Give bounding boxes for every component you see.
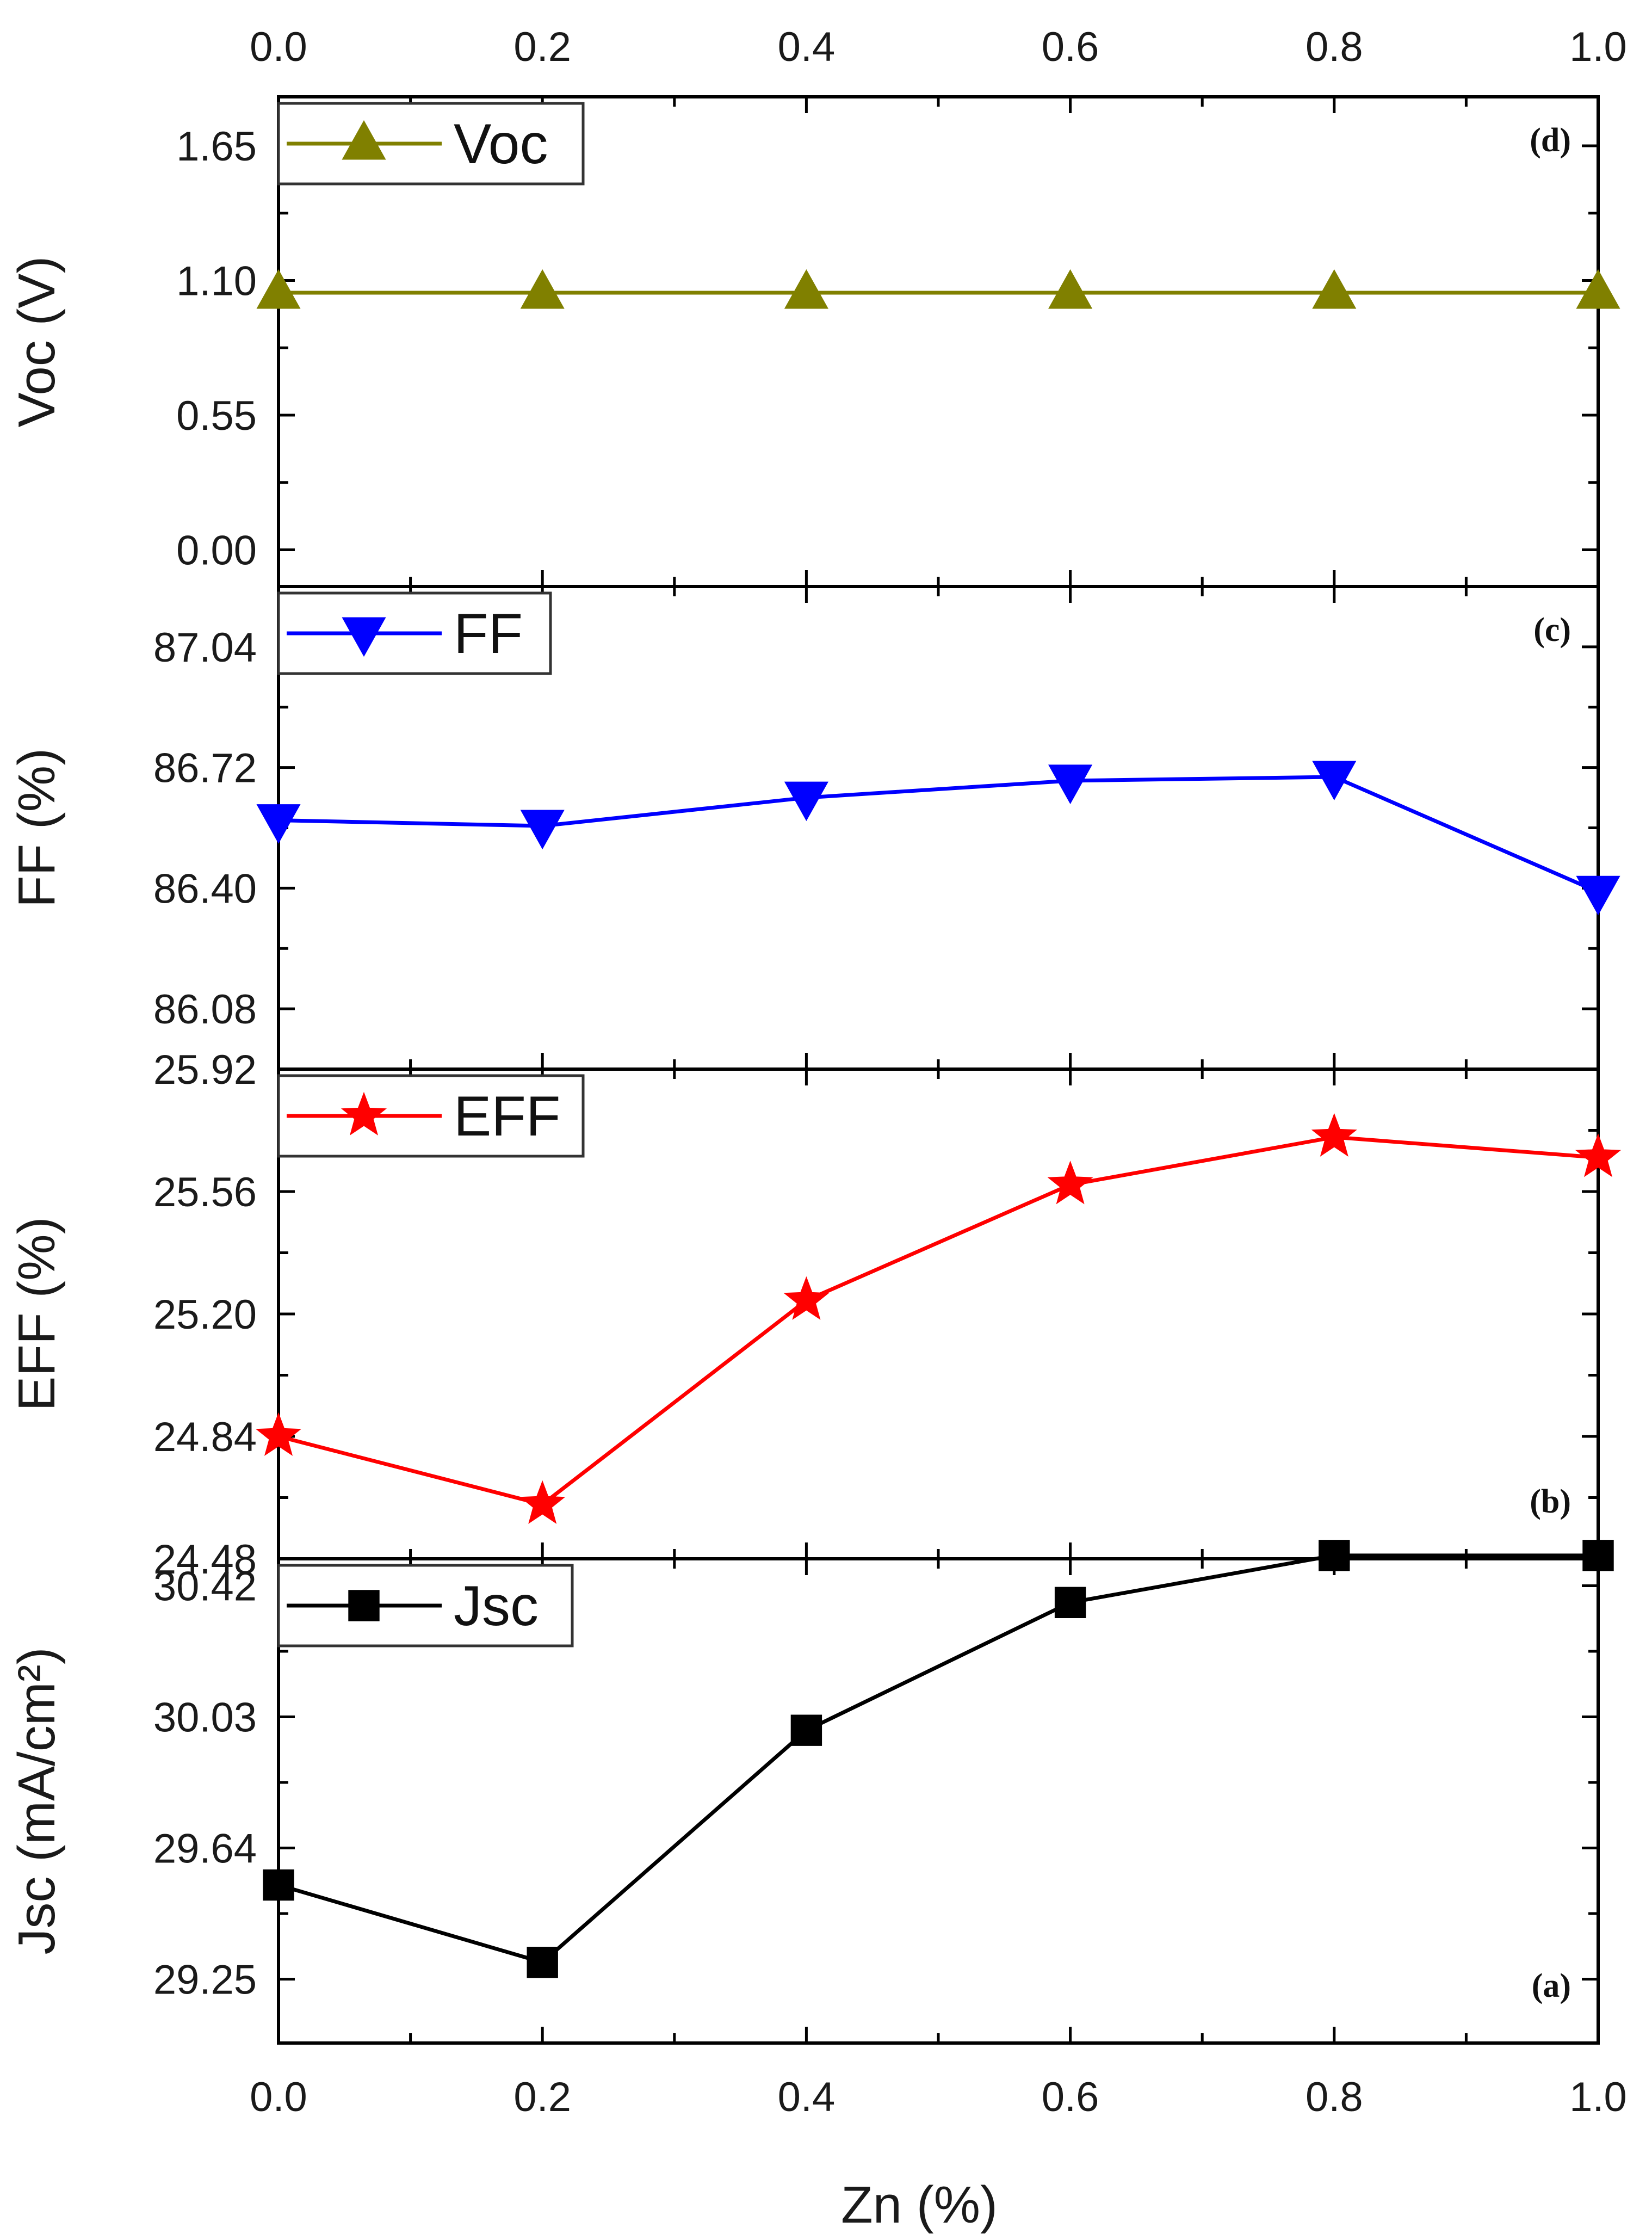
- data-point: [1048, 269, 1093, 309]
- data-point: [790, 1714, 822, 1746]
- data-point: [520, 269, 565, 309]
- data-point: [520, 810, 565, 850]
- y-tick-label: 1.65: [176, 124, 257, 170]
- legend-label: Voc: [454, 113, 548, 176]
- data-point: [1047, 1161, 1093, 1205]
- x-tick-label-bottom: 0.6: [1042, 2074, 1099, 2120]
- x-tick-label-bottom: 0.4: [778, 2074, 836, 2120]
- data-point: [263, 1869, 294, 1901]
- x-axis-title: Zn (%): [841, 2176, 998, 2234]
- legend-marker: [348, 1590, 380, 1621]
- panel-label: (a): [1532, 1967, 1571, 2004]
- x-tick-label-top: 0.8: [1305, 24, 1363, 70]
- y-tick-label: 86.08: [153, 986, 257, 1033]
- data-point: [783, 1276, 830, 1320]
- x-tick-label-bottom: 0.0: [250, 2074, 307, 2120]
- data-point: [1312, 269, 1357, 309]
- series-line: [278, 775, 1599, 894]
- data-point: [1311, 1113, 1357, 1157]
- y-axis-title: Jsc (mA/cm²): [8, 1647, 66, 1954]
- legend: Jsc: [277, 1564, 574, 1647]
- y-axis-title: EFF (%): [8, 1217, 66, 1411]
- data-point: [256, 269, 301, 309]
- legend-label: EFF: [454, 1085, 560, 1148]
- data-point: [1054, 1587, 1086, 1619]
- data-point: [1576, 875, 1620, 916]
- y-tick-label: 0.00: [176, 528, 257, 574]
- series-line: [278, 1553, 1598, 1965]
- y-tick-label: 25.20: [153, 1292, 257, 1338]
- data-point: [527, 1946, 558, 1978]
- data-point: [784, 269, 828, 309]
- y-tick-label: 25.92: [153, 1047, 257, 1093]
- y-tick-label: 86.40: [153, 866, 257, 912]
- x-tick-label-top: 0.4: [778, 24, 836, 70]
- data-point: [1312, 761, 1357, 801]
- legend-marker: [342, 120, 386, 160]
- panel-label: (c): [1533, 612, 1571, 649]
- legend-label: Jsc: [454, 1575, 539, 1638]
- panel-voc: 0.00 0.55 1.10 1.65 Voc (V) Voc (d): [8, 95, 1620, 588]
- data-point: [255, 1412, 302, 1456]
- data-point: [1582, 1540, 1614, 1571]
- legend-label: FF: [454, 602, 523, 665]
- panel-ff: 86.08 86.40 86.72 87.04 FF (%) FF (c): [8, 585, 1620, 1071]
- legend: FF: [277, 591, 552, 675]
- x-tick-label-bottom: 1.0: [1569, 2074, 1627, 2120]
- y-axis-title: FF (%): [8, 748, 66, 908]
- y-tick-label: 29.25: [153, 1957, 257, 2003]
- panel-eff: 24.48 24.84 25.20 25.56 25.92 EFF (%) EFF (b): [8, 1047, 1622, 1583]
- series-line: [278, 1135, 1599, 1507]
- x-tick-label-bottom: 0.8: [1305, 2074, 1363, 2120]
- y-tick-label: 24.84: [153, 1414, 257, 1460]
- y-tick-label: 24.48: [153, 1536, 257, 1583]
- panel-label: (d): [1530, 122, 1571, 159]
- y-tick-label: 1.10: [176, 258, 257, 305]
- y-tick-label: 29.64: [153, 1826, 257, 1872]
- x-tick-label-top: 1.0: [1569, 24, 1627, 70]
- panel-label: (b): [1530, 1483, 1571, 1520]
- legend: EFF: [277, 1074, 585, 1158]
- data-point: [1048, 764, 1093, 804]
- data-point: [1575, 1133, 1622, 1177]
- data-point: [1576, 269, 1620, 309]
- y-tick-label: 87.04: [153, 625, 257, 671]
- y-tick-label: 25.56: [153, 1169, 257, 1215]
- data-point: [256, 804, 301, 844]
- legend-marker: [341, 1091, 387, 1136]
- y-tick-label: 86.72: [153, 745, 257, 792]
- x-tick-label-top: 0.6: [1042, 24, 1099, 70]
- y-axis-title: Voc (V): [8, 256, 66, 428]
- data-point: [519, 1480, 566, 1524]
- x-tick-label-top: 0.0: [250, 24, 307, 70]
- x-tick-label-top: 0.2: [513, 24, 571, 70]
- x-axis: 0.0 0.0 0.2 0.2 0.4 0.4 0.6 0.6 0.8 0.8 1.0 1.0: [250, 24, 1627, 2120]
- y-tick-label: 30.03: [153, 1694, 257, 1741]
- x-tick-label-bottom: 0.2: [513, 2074, 571, 2120]
- data-point: [1319, 1540, 1350, 1571]
- data-point: [784, 781, 828, 822]
- panel-jsc: 29.25 29.64 30.03 30.42 Jsc (mA/cm²) Jsc (a): [8, 1540, 1614, 2045]
- y-tick-label: 30.42: [153, 1563, 257, 1609]
- y-tick-label: 0.55: [176, 393, 257, 439]
- legend: Voc: [277, 102, 585, 186]
- legend-marker: [342, 617, 386, 657]
